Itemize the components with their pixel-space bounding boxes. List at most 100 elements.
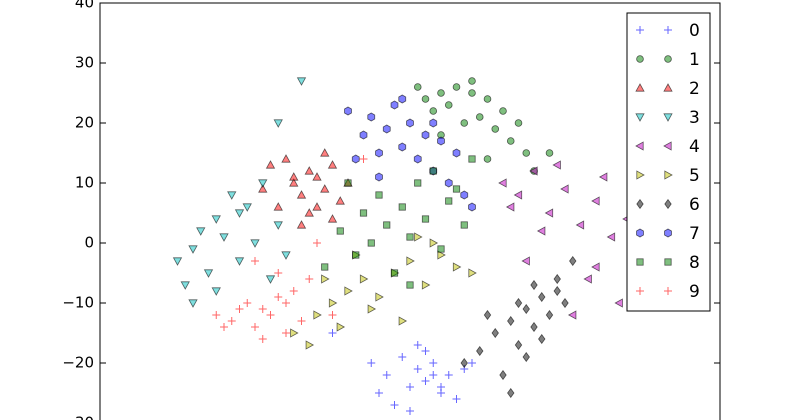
legend-label: 0 [689, 21, 700, 41]
point [569, 255, 577, 267]
y-tick-label: 0 [84, 234, 94, 252]
legend-label: 8 [689, 253, 700, 273]
point [320, 148, 330, 157]
y-tick-label: 20 [75, 114, 94, 132]
legend-marker [663, 83, 673, 92]
point [429, 371, 438, 379]
point [211, 215, 221, 224]
point [273, 119, 283, 128]
point [406, 281, 414, 289]
point [452, 262, 462, 272]
point [359, 274, 369, 284]
point [545, 309, 554, 321]
point [227, 191, 237, 200]
point [398, 353, 407, 361]
point [327, 160, 338, 169]
point [452, 148, 461, 158]
point [483, 309, 492, 321]
y-tick-label: 10 [75, 174, 94, 192]
point [567, 310, 577, 320]
point [351, 154, 360, 164]
point [258, 179, 268, 188]
point [242, 203, 252, 212]
point [514, 119, 523, 127]
point [561, 297, 569, 309]
legend-marker [664, 258, 672, 266]
point [553, 285, 561, 297]
point [413, 154, 422, 164]
point [196, 227, 206, 236]
point [258, 305, 267, 313]
point [575, 220, 585, 230]
point [429, 107, 438, 115]
legend-marker [636, 170, 645, 180]
point [483, 95, 492, 103]
point [413, 83, 422, 91]
point [406, 383, 414, 391]
point [538, 333, 546, 345]
legend-marker [664, 228, 672, 238]
point [344, 286, 353, 296]
point [530, 321, 538, 333]
point [521, 256, 530, 266]
point [289, 172, 299, 181]
legend-label: 4 [689, 137, 700, 157]
point [297, 317, 306, 325]
point [522, 149, 531, 157]
point [499, 369, 507, 381]
point [274, 269, 283, 277]
point [313, 310, 322, 320]
point [406, 407, 414, 415]
point [211, 287, 221, 296]
legend-label: 3 [689, 108, 700, 128]
point [507, 315, 515, 327]
legend-label: 9 [689, 282, 700, 302]
point [460, 221, 468, 229]
point [281, 154, 291, 163]
point [328, 298, 338, 308]
point [468, 359, 476, 367]
point [475, 113, 484, 121]
point [468, 268, 477, 278]
point [437, 245, 445, 253]
point [344, 106, 352, 116]
y-tick-label: 40 [75, 0, 94, 12]
point [382, 371, 391, 379]
legend-label: 5 [689, 166, 700, 186]
legend-marker [664, 26, 672, 34]
point [304, 208, 314, 217]
point [172, 257, 183, 266]
point [468, 202, 476, 212]
point [305, 340, 315, 350]
point [421, 95, 430, 103]
y-tick-label: −20 [62, 354, 94, 372]
point [289, 178, 299, 187]
point [359, 209, 368, 217]
point [304, 166, 314, 175]
point [305, 275, 314, 283]
point [413, 365, 422, 373]
point [296, 77, 307, 86]
point [203, 269, 214, 278]
point [290, 328, 299, 338]
point [251, 323, 259, 331]
y-tick-label: −10 [62, 294, 94, 312]
point [460, 119, 469, 127]
plot-frame [99, 2, 721, 420]
legend-marker [664, 170, 673, 180]
legend-marker [635, 83, 645, 92]
point [336, 227, 344, 235]
point [614, 298, 623, 308]
point [468, 89, 476, 97]
point [545, 149, 554, 157]
point [606, 232, 616, 242]
point [219, 233, 229, 242]
point [421, 215, 430, 223]
point [375, 191, 383, 199]
point [452, 395, 461, 403]
point [212, 311, 221, 319]
point [538, 291, 546, 303]
point [406, 256, 415, 266]
